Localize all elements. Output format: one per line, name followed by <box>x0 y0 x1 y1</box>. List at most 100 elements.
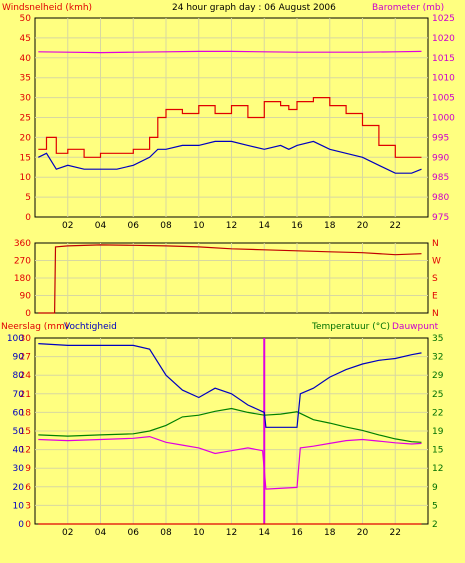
right-tick-label: 35 <box>432 334 443 344</box>
humidity-tick-label: 70 <box>13 390 25 400</box>
x-tick-label: 10 <box>193 528 205 538</box>
x-tick-label: 20 <box>357 528 369 538</box>
x-tick-label: 16 <box>291 528 303 538</box>
left-tick-label: 270 <box>14 257 31 267</box>
rain-axis-title: Neerslag (mm) <box>1 322 68 332</box>
left-tick-label: 5 <box>25 193 31 203</box>
humidity-tick-label: 100 <box>7 334 24 344</box>
right-tick-label: 1010 <box>432 74 455 84</box>
x-tick-label: 02 <box>62 528 73 538</box>
left-tick-label: 15 <box>20 153 31 163</box>
left-tick-label: 30 <box>20 334 32 344</box>
x-tick-label: 12 <box>226 221 237 231</box>
right-tick-label: 1025 <box>432 14 455 24</box>
left-tick-label: 10 <box>20 173 32 183</box>
x-tick-label: 06 <box>128 528 140 538</box>
left-tick-label: 18 <box>20 408 32 418</box>
wind-axis-title: Windsnelheid (kmh) <box>2 3 92 13</box>
right-tick-label: N <box>432 239 439 249</box>
humidity-axis-title: Vochtigheid <box>64 322 117 332</box>
x-tick-label: 06 <box>128 221 140 231</box>
right-tick-label: 995 <box>432 133 449 143</box>
barometer-axis-title: Barometer (mb) <box>372 3 444 13</box>
right-tick-label: 9 <box>432 483 438 493</box>
left-tick-label: 25 <box>20 114 31 124</box>
right-tick-label: 1020 <box>432 34 455 44</box>
x-tick-label: 08 <box>160 528 172 538</box>
left-tick-label: 180 <box>14 274 31 284</box>
humidity-tick-label: 10 <box>13 501 25 511</box>
x-tick-label: 22 <box>390 221 401 231</box>
humidity-tick-label: 90 <box>13 353 25 363</box>
x-tick-label: 08 <box>160 221 172 231</box>
x-tick-label: 22 <box>390 528 401 538</box>
temperature-line <box>38 407 422 443</box>
right-tick-label: 1015 <box>432 54 455 64</box>
wind-barometer-panel: 0510152025303540455097598098599099510001… <box>20 14 456 231</box>
right-tick-label: 985 <box>432 173 449 183</box>
x-tick-label: 10 <box>193 221 205 231</box>
humidity-tick-label: 30 <box>13 464 25 474</box>
right-tick-label: 29 <box>432 371 444 381</box>
x-tick-label: 16 <box>291 221 303 231</box>
left-tick-label: 0 <box>25 309 31 319</box>
right-tick-label: 12 <box>432 464 443 474</box>
left-tick-label: 50 <box>20 14 32 24</box>
right-tick-label: 980 <box>432 193 449 203</box>
x-tick-label: 14 <box>259 528 271 538</box>
humidity-tick-label: 50 <box>13 427 25 437</box>
x-tick-label: 18 <box>324 221 336 231</box>
x-tick-label: 04 <box>95 221 107 231</box>
x-tick-label: 14 <box>259 221 271 231</box>
left-tick-label: 90 <box>20 292 32 302</box>
x-tick-label: 20 <box>357 221 369 231</box>
graph-title: 24 hour graph day : 06 August 2006 <box>172 3 336 13</box>
left-tick-label: 24 <box>20 371 32 381</box>
right-tick-label: W <box>432 257 441 267</box>
right-tick-label: E <box>432 292 438 302</box>
humidity-tick-label: 20 <box>13 483 25 493</box>
right-tick-label: 25 <box>432 390 443 400</box>
right-tick-label: 975 <box>432 213 449 223</box>
left-tick-label: 15 <box>20 427 31 437</box>
left-tick-label: 6 <box>25 483 31 493</box>
dewpoint-axis-title: Dauwpunt <box>392 322 439 332</box>
left-tick-label: 20 <box>20 133 32 143</box>
dewpoint-line <box>38 435 422 490</box>
barometer-line <box>38 50 422 54</box>
right-tick-label: 15 <box>432 446 443 456</box>
humidity-tick-label: 80 <box>13 371 25 381</box>
right-tick-label: 5 <box>432 501 438 511</box>
x-tick-label: 02 <box>62 221 73 231</box>
left-tick-label: 35 <box>20 74 31 84</box>
x-tick-label: 18 <box>324 528 336 538</box>
right-tick-label: 1005 <box>432 94 455 104</box>
right-tick-label: 990 <box>432 153 449 163</box>
right-tick-label: 32 <box>432 353 443 363</box>
left-tick-label: 9 <box>25 464 31 474</box>
x-tick-label: 12 <box>226 528 237 538</box>
temperature-axis-title: Temperatuur (°C) <box>311 322 390 332</box>
left-tick-label: 40 <box>20 54 32 64</box>
humidity-tick-label: 40 <box>13 446 25 456</box>
wind-direction-line <box>38 244 422 314</box>
right-tick-label: 19 <box>432 427 444 437</box>
humidity-tick-label: 60 <box>13 408 25 418</box>
left-tick-label: 360 <box>14 239 31 249</box>
left-tick-label: 3 <box>25 501 31 511</box>
humidity-tick-label: 0 <box>18 520 24 530</box>
right-tick-label: 22 <box>432 408 443 418</box>
wind-speed-line <box>38 97 422 158</box>
right-tick-label: 2 <box>432 520 438 530</box>
x-tick-label: 04 <box>95 528 107 538</box>
average-wind-line <box>38 140 422 174</box>
right-tick-label: 1000 <box>432 114 455 124</box>
left-tick-label: 12 <box>20 446 31 456</box>
left-tick-label: 0 <box>25 520 31 530</box>
left-tick-label: 27 <box>20 353 31 363</box>
right-tick-label: S <box>432 274 438 284</box>
left-tick-label: 0 <box>25 213 31 223</box>
